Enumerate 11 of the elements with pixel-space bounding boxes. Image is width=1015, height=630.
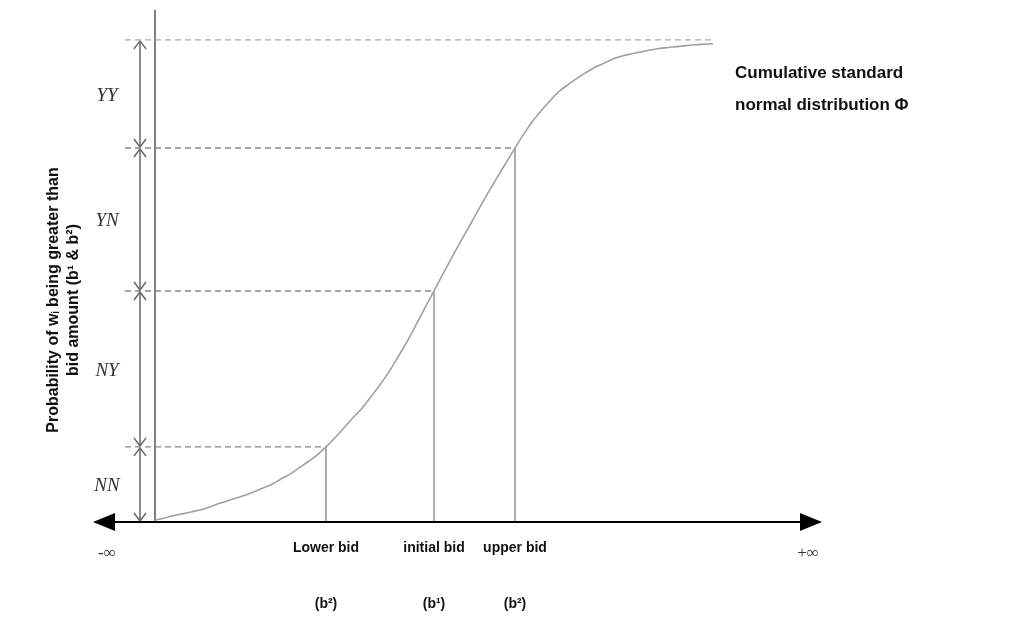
- category-label: upper bid (b²): [483, 539, 547, 611]
- text: +∞: [797, 543, 819, 562]
- text: -∞: [98, 543, 116, 562]
- y-axis-title: Probability of wᵢ being greater than bid amount (b¹ & b²): [44, 167, 81, 433]
- text: YN: [95, 209, 120, 231]
- category-label: Lower bid (b²): [292, 539, 360, 611]
- category-label: initial bid (b¹): [403, 539, 465, 611]
- text: NY: [94, 358, 122, 380]
- series-label: Cumulative standard normal distribution Φ: [735, 62, 909, 114]
- text: NN: [93, 474, 121, 496]
- text: YY: [96, 83, 120, 105]
